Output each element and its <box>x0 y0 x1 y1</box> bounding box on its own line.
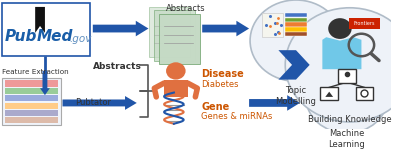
Text: Topic
Modelling: Topic Modelling <box>276 86 316 106</box>
Circle shape <box>166 62 186 80</box>
FancyBboxPatch shape <box>150 7 190 57</box>
FancyBboxPatch shape <box>285 22 307 27</box>
FancyBboxPatch shape <box>5 117 58 123</box>
FancyBboxPatch shape <box>154 10 195 60</box>
FancyBboxPatch shape <box>5 110 58 116</box>
FancyBboxPatch shape <box>285 32 307 36</box>
FancyBboxPatch shape <box>5 88 58 94</box>
Polygon shape <box>278 50 310 80</box>
Text: Pub: Pub <box>5 29 37 44</box>
Polygon shape <box>249 95 300 111</box>
FancyBboxPatch shape <box>262 13 283 37</box>
Text: Gene: Gene <box>201 102 230 112</box>
Polygon shape <box>40 71 50 95</box>
Text: Building Knowledge: Building Knowledge <box>308 115 392 124</box>
Text: Med: Med <box>37 29 74 44</box>
Text: .gov: .gov <box>69 34 92 44</box>
Polygon shape <box>62 96 137 110</box>
Text: Machine
Learning: Machine Learning <box>328 129 365 149</box>
Polygon shape <box>35 7 45 33</box>
Text: Pubtator: Pubtator <box>75 98 111 107</box>
FancyBboxPatch shape <box>320 87 338 100</box>
FancyBboxPatch shape <box>2 3 90 56</box>
Polygon shape <box>322 37 362 69</box>
Text: Frontiers: Frontiers <box>354 21 375 26</box>
Text: Abstracts: Abstracts <box>166 4 206 13</box>
Circle shape <box>285 8 400 122</box>
FancyBboxPatch shape <box>2 78 60 125</box>
FancyBboxPatch shape <box>159 14 200 64</box>
Polygon shape <box>93 21 148 36</box>
FancyBboxPatch shape <box>285 27 307 32</box>
Circle shape <box>328 18 352 39</box>
FancyBboxPatch shape <box>285 13 307 17</box>
FancyBboxPatch shape <box>5 80 58 87</box>
Circle shape <box>250 0 342 81</box>
FancyBboxPatch shape <box>5 103 58 109</box>
FancyBboxPatch shape <box>338 69 356 83</box>
FancyBboxPatch shape <box>285 18 307 22</box>
Circle shape <box>306 60 388 133</box>
FancyBboxPatch shape <box>349 18 380 29</box>
Text: Abstracts: Abstracts <box>93 62 142 71</box>
Polygon shape <box>164 80 188 97</box>
Polygon shape <box>325 92 333 97</box>
Polygon shape <box>202 21 249 36</box>
FancyBboxPatch shape <box>5 95 58 101</box>
Text: Disease: Disease <box>201 69 244 79</box>
Text: Diabetes: Diabetes <box>201 80 239 89</box>
Text: Feature Extraction: Feature Extraction <box>2 69 68 75</box>
FancyBboxPatch shape <box>356 87 373 100</box>
Text: Genes & miRNAs: Genes & miRNAs <box>201 112 273 121</box>
